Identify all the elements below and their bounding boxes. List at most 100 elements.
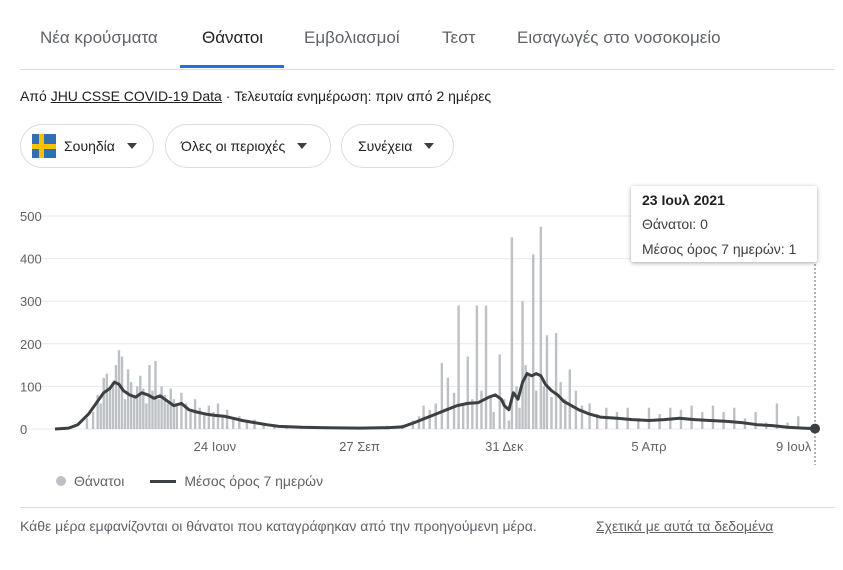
country-select-label: Σουηδία (64, 138, 115, 154)
deaths-bar (480, 390, 483, 429)
deaths-bar (550, 397, 553, 429)
deaths-bar (166, 403, 169, 429)
deaths-bar (142, 388, 145, 429)
tab-bar: Νέα κρούσματα Θάνατοι Εμβολιασμοί Τεστ Ε… (20, 0, 835, 70)
deaths-bar (417, 416, 421, 429)
deaths-bar (564, 399, 567, 429)
deaths-bars (85, 226, 811, 429)
y-tick-label: 500 (20, 209, 42, 224)
mode-select[interactable]: Συνέχεια (341, 124, 454, 168)
deaths-bar (221, 416, 224, 429)
about-data-link[interactable]: Σχετικά με αυτά τα δεδομένα (596, 518, 774, 534)
deaths-bar (580, 405, 584, 429)
deaths-bar (446, 377, 450, 429)
deaths-bar (245, 420, 249, 429)
deaths-bar (422, 405, 425, 429)
y-tick-label: 300 (20, 294, 42, 309)
deaths-bar (466, 356, 469, 429)
tooltip-deaths: Θάνατοι: 0 (642, 216, 708, 232)
deaths-bar (91, 411, 95, 429)
deaths-bar (207, 405, 211, 429)
x-tick-label: 27 Σεπ (339, 439, 380, 454)
deaths-bar (212, 411, 215, 429)
deaths-bar (711, 405, 715, 429)
tab-deaths[interactable]: Θάνατοι (202, 28, 264, 47)
deaths-bar (160, 386, 163, 429)
deaths-bar (105, 373, 108, 429)
deaths-bar (102, 377, 105, 429)
deaths-bar (588, 403, 591, 429)
y-tick-label: 0 (20, 422, 27, 437)
chevron-down-icon (126, 143, 137, 149)
deaths-bar (545, 335, 549, 429)
deaths-bar (475, 305, 479, 429)
deaths-bar (518, 407, 521, 429)
region-select[interactable]: Όλες οι περιοχές (165, 124, 331, 168)
deaths-bar (198, 407, 201, 429)
x-axis-ticks: 24 Ιουν 27 Σεπ 31 Δεκ 5 Απρ 9 Ιουλ (194, 439, 812, 454)
deaths-bar (615, 411, 619, 429)
y-tick-label: 100 (20, 379, 42, 394)
tooltip: 23 Ιουλ 2021 Θάνατοι: 0 Μέσος όρος 7 ημε… (631, 186, 817, 262)
deaths-bar (225, 409, 229, 429)
deaths-bar (129, 382, 133, 429)
deaths-bar (554, 333, 558, 429)
deaths-bar (471, 399, 474, 429)
footer-note: Κάθε μέρα εμφανίζονται οι θάνατοι που κα… (20, 518, 537, 534)
deaths-bar (132, 394, 136, 429)
last-updated: · Τελευταία ενημέρωση: πριν από 2 ημέρες (225, 88, 492, 104)
mode-select-label: Συνέχεια (358, 138, 413, 154)
deaths-bar (535, 390, 538, 429)
chevron-down-icon (297, 143, 308, 149)
deaths-bar (126, 369, 130, 429)
deaths-bar (559, 382, 562, 429)
deaths-bar (596, 414, 599, 429)
deaths-bar (484, 305, 488, 429)
deaths-bar (193, 399, 197, 429)
deaths-bar (203, 414, 206, 429)
source-prefix: Από (20, 88, 47, 104)
deaths-bar (637, 418, 640, 429)
deaths-bar (510, 237, 514, 429)
tab-tests[interactable]: Τεστ (442, 28, 476, 47)
deaths-bar (231, 418, 235, 429)
tab-vaccinations[interactable]: Εμβολιασμοί (304, 28, 400, 47)
divider (20, 507, 835, 508)
deaths-bar (568, 369, 571, 429)
tab-hospitalizations[interactable]: Εισαγωγές στο νοσοκομείο (517, 28, 721, 47)
region-select-label: Όλες οι περιοχές (181, 138, 286, 154)
tooltip-date: 23 Ιουλ 2021 (642, 192, 725, 208)
avg-legend-label: Μέσος όρος 7 ημερών (184, 473, 324, 489)
deaths-bar (658, 414, 661, 429)
deaths-bar (411, 420, 415, 429)
deaths-bar (253, 419, 256, 429)
deaths-bar (539, 226, 543, 429)
deaths-bar (238, 416, 241, 429)
deaths-bar (647, 407, 651, 429)
deaths-bar (521, 301, 524, 429)
deaths-legend-swatch (56, 476, 66, 486)
gridlines (20, 215, 815, 430)
x-tick-label: 5 Απρ (631, 439, 666, 454)
deaths-bar (189, 411, 192, 429)
tooltip-average: Μέσος όρος 7 ημερών: 1 (642, 241, 797, 257)
avg-line (54, 372, 816, 431)
deaths-bar (175, 405, 179, 429)
active-tab-indicator (180, 65, 284, 68)
deaths-bar (157, 399, 160, 429)
deaths-chart[interactable]: 0 100 200 300 400 500 24 Ιουν 27 Σεπ 31 Δεκ 5 Απ… (0, 180, 843, 470)
avg-legend-swatch (150, 479, 177, 483)
deaths-bar (163, 394, 166, 429)
deaths-bar (154, 360, 157, 429)
x-tick-label: 31 Δεκ (485, 439, 524, 454)
deaths-bar (515, 386, 518, 429)
tab-new-cases[interactable]: Νέα κρούσματα (40, 28, 158, 47)
deaths-bar (489, 394, 492, 429)
y-axis-ticks: 0 100 200 300 400 500 (20, 209, 42, 437)
sweden-flag-icon (32, 134, 56, 158)
country-select[interactable]: Σουηδία (20, 124, 154, 168)
deaths-bar (114, 365, 118, 429)
source-link[interactable]: JHU CSSE COVID-19 Data (50, 88, 222, 104)
deaths-bar (123, 399, 127, 429)
deaths-bar (690, 405, 693, 429)
